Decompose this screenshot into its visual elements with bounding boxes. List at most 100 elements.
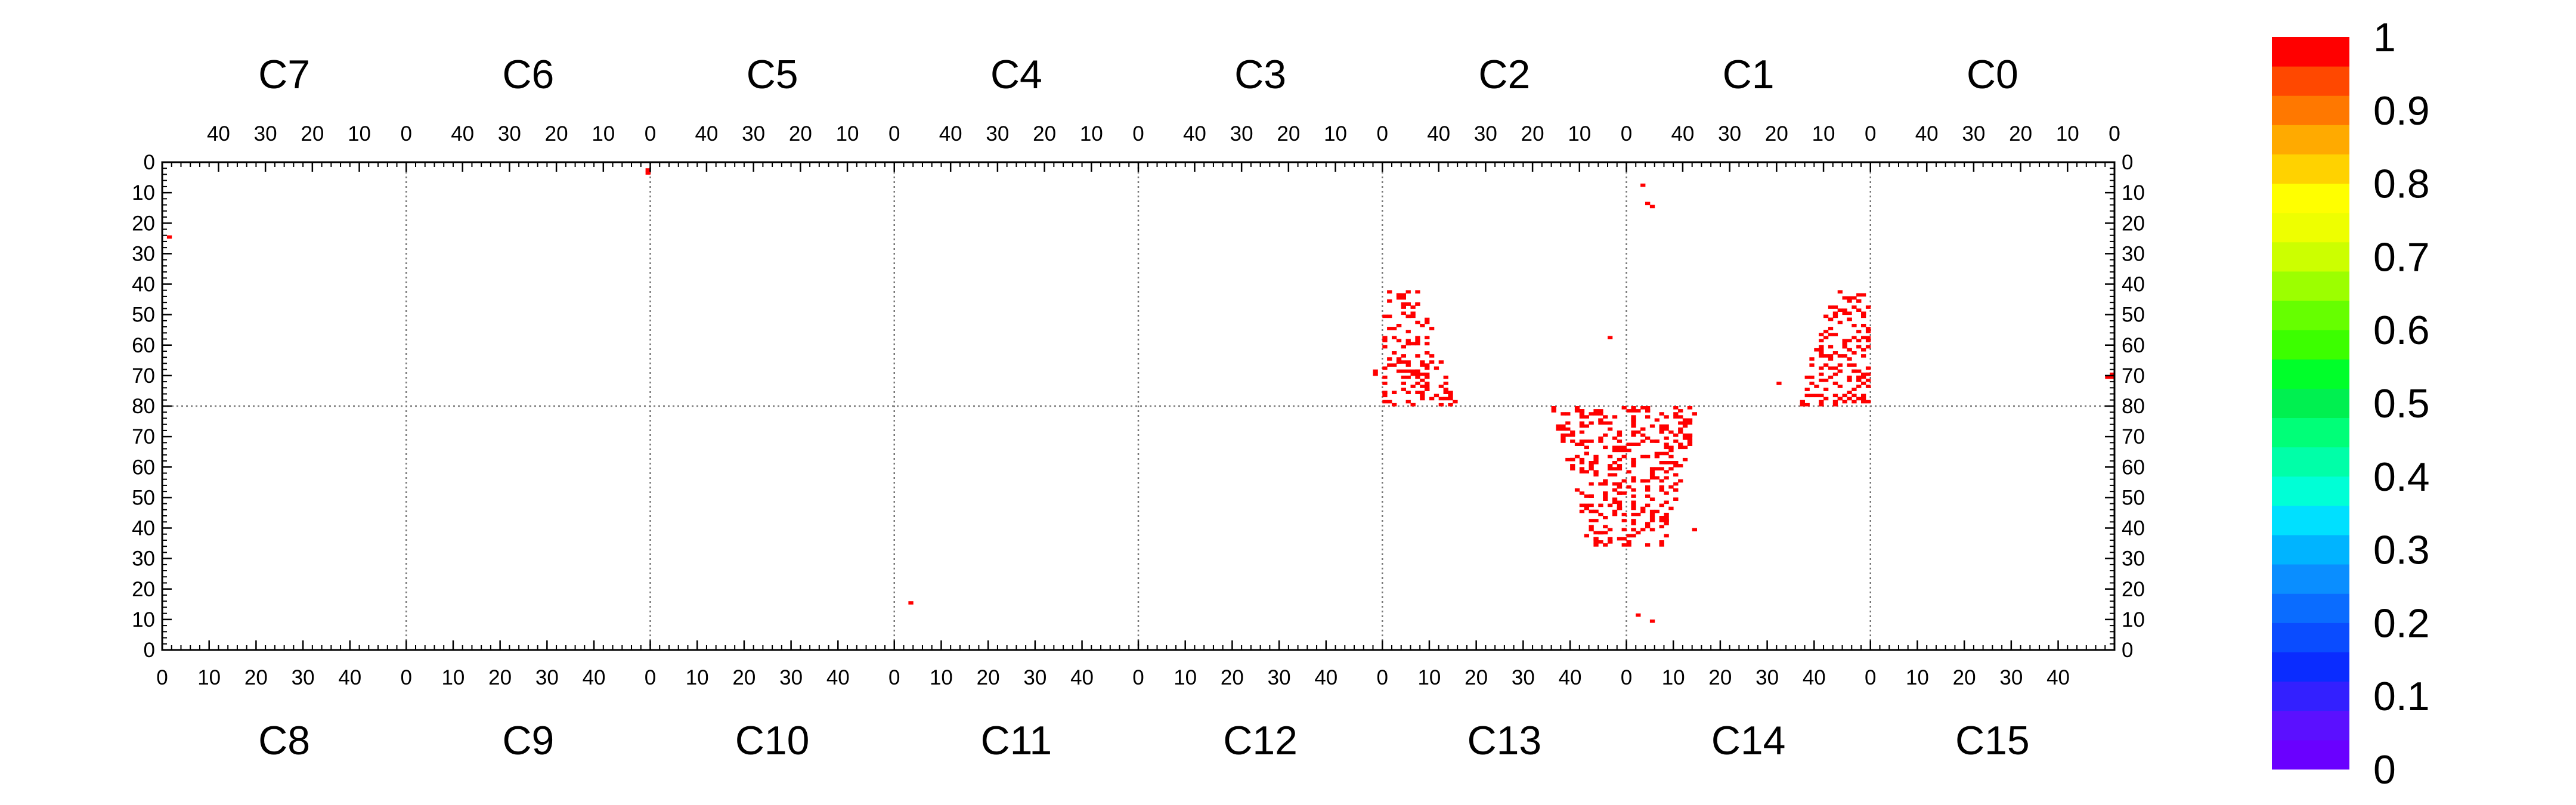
hit-pixel	[1626, 442, 1631, 446]
colorbar-segment	[2272, 66, 2349, 96]
hit-pixel	[1837, 397, 1843, 401]
hit-pixel	[1443, 375, 1448, 379]
hit-pixel	[1649, 470, 1655, 473]
hit-pixel	[1649, 619, 1655, 623]
hit-pixel	[1631, 534, 1636, 538]
hit-pixel	[1425, 342, 1430, 346]
hit-pixel	[1579, 470, 1585, 473]
hit-pixel	[1589, 412, 1594, 416]
hit-pixel	[1387, 314, 1392, 318]
hit-pixel	[1612, 467, 1618, 470]
hit-pixel	[1861, 293, 1866, 297]
hit-pixel	[1631, 488, 1636, 492]
colorbar-segment	[2272, 125, 2349, 154]
hit-pixel	[1382, 394, 1388, 398]
x-tick-label-top: 30	[742, 122, 765, 145]
hit-pixel	[1425, 372, 1430, 376]
x-tick-label-bottom: 30	[779, 666, 803, 689]
hit-pixel	[1664, 500, 1669, 504]
hit-pixel	[1420, 360, 1425, 364]
hit-pixel	[1565, 412, 1571, 416]
x-tick-label-top: 0	[888, 122, 900, 145]
hit-pixel	[1598, 421, 1603, 425]
hit-pixel	[1842, 308, 1847, 312]
hit-pixel	[1649, 528, 1655, 532]
colorbar-tick-label: 0.1	[2373, 674, 2430, 719]
colorbar-segment	[2272, 447, 2349, 477]
hit-pixel	[1621, 445, 1627, 450]
hit-pixel	[1598, 531, 1603, 535]
hit-pixel	[1603, 421, 1608, 425]
x-tick-label-top: 20	[1277, 122, 1300, 145]
hit-pixel	[1603, 525, 1608, 528]
chip-label-bottom: C9	[502, 718, 554, 763]
hit-pixel	[1608, 528, 1613, 532]
colorbar-segment	[2272, 183, 2349, 213]
hit-pixel	[1631, 457, 1636, 462]
x-tick-label-top: 30	[986, 122, 1009, 145]
hit-pixel	[1678, 427, 1683, 431]
hit-pixel	[1405, 369, 1411, 373]
hit-pixel	[1856, 308, 1862, 312]
hit-pixel	[1626, 409, 1631, 413]
hit-pixel	[1382, 391, 1388, 394]
hit-pixel	[1420, 372, 1425, 376]
hit-pixel	[1659, 503, 1664, 507]
hit-pixel	[1551, 406, 1556, 410]
hit-pixel	[1673, 461, 1679, 465]
hit-pixel	[1396, 360, 1402, 364]
hit-pixel	[1579, 421, 1585, 425]
hit-pixel	[1631, 506, 1636, 510]
hit-pixel	[1561, 436, 1566, 440]
hit-pixel	[1861, 354, 1866, 358]
hit-pixel	[1631, 421, 1636, 425]
hit-pixel	[1612, 461, 1618, 465]
hit-pixel	[1382, 375, 1388, 379]
hit-pixel	[1837, 320, 1843, 324]
hit-pixel	[1856, 379, 1862, 382]
hit-pixel	[1659, 516, 1664, 519]
hit-pixel	[1561, 434, 1566, 437]
hit-pixel	[1631, 479, 1636, 483]
hit-pixel	[1589, 464, 1594, 467]
hit-pixel	[1603, 415, 1608, 419]
hit-pixel	[1678, 445, 1683, 450]
x-tick-label-top: 20	[545, 122, 568, 145]
hit-pixel	[1584, 451, 1589, 456]
x-tick-label-top: 40	[1915, 122, 1939, 145]
hit-pixel	[1565, 457, 1571, 462]
hit-pixel	[1856, 293, 1862, 297]
hit-pixel	[1645, 406, 1651, 410]
hit-pixel	[1819, 354, 1824, 358]
hit-pixel	[1415, 320, 1420, 324]
hit-pixel	[1678, 442, 1683, 446]
hit-pixel	[1617, 464, 1623, 467]
hit-pixel	[1649, 509, 1655, 513]
hit-pixel	[1832, 394, 1838, 398]
chip-label-bottom: C15	[1955, 718, 2030, 763]
hit-pixel	[1612, 473, 1618, 477]
hit-pixel	[1659, 488, 1664, 492]
hit-pixel	[1448, 394, 1453, 398]
hit-pixel	[1631, 503, 1636, 507]
hit-pixel	[1682, 418, 1688, 422]
hit-pixel	[1659, 451, 1664, 456]
hit-pixel	[1603, 434, 1608, 437]
hit-pixel	[1425, 375, 1430, 379]
hit-pixel	[1852, 369, 1857, 373]
hit-pixel	[1443, 391, 1448, 394]
hit-pixel	[1425, 366, 1430, 370]
hit-pixel	[1809, 363, 1815, 367]
hit-pixel	[1852, 351, 1857, 355]
hit-pixel	[1589, 467, 1594, 470]
hit-pixel	[1828, 345, 1834, 349]
hit-pixel	[1645, 522, 1651, 525]
chip-label-top: C5	[747, 52, 798, 97]
hit-pixel	[1819, 402, 1824, 407]
y-tick-label-left: 50	[132, 304, 155, 327]
hit-pixel	[1410, 305, 1416, 309]
hit-pixel	[1804, 402, 1810, 407]
hit-pixel	[1631, 418, 1636, 422]
x-tick-label-top: 0	[1621, 122, 1632, 145]
hit-pixel	[1598, 418, 1603, 422]
